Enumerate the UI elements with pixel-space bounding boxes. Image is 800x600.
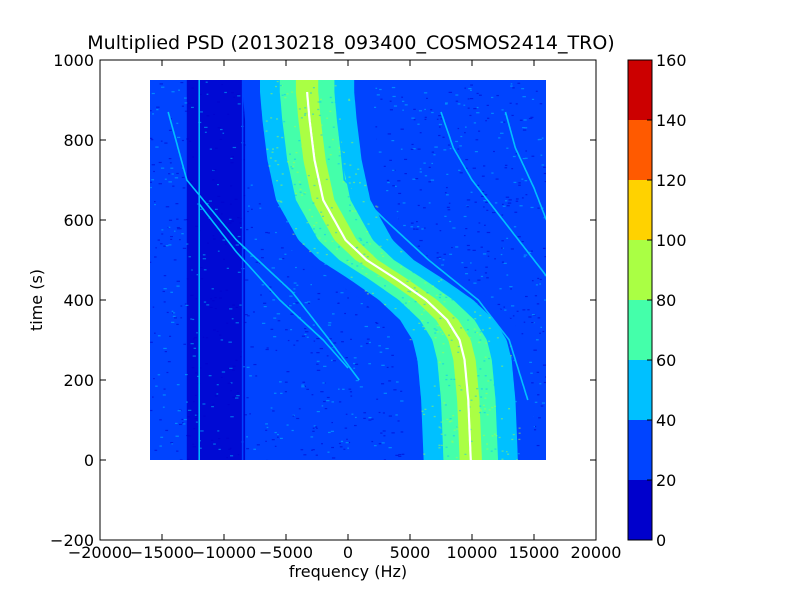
secondary-trace — [167, 111, 360, 381]
y-tick-label: 400 — [63, 291, 94, 310]
y-axis: −200 0 200 400 600 800 1000 — [50, 51, 596, 550]
colorbar-tick-label: 20 — [656, 471, 676, 490]
y-tick-label: 0 — [84, 451, 94, 470]
colorbar-tick-label: 120 — [656, 171, 687, 190]
colorbar-segment — [628, 420, 652, 480]
colorbar-segment — [628, 180, 652, 240]
heatmap-area — [150, 80, 546, 460]
colorbar-segment — [628, 360, 652, 420]
colorbar-tick-label: 40 — [656, 411, 676, 430]
x-tick-label: 15000 — [509, 543, 560, 562]
x-tick-label: 5000 — [390, 543, 431, 562]
secondary-trace — [198, 203, 349, 369]
colorbar-tick-label: 140 — [656, 111, 687, 130]
secondary-trace — [504, 111, 546, 221]
x-tick-label: −20000 — [68, 543, 132, 562]
main-band-level-3 — [295, 80, 482, 460]
y-axis-label: time (s) — [27, 269, 46, 331]
x-tick-label: −15000 — [130, 543, 194, 562]
y-tick-label: 200 — [63, 371, 94, 390]
colorbar-segment — [628, 60, 652, 120]
x-tick-label: 10000 — [447, 543, 498, 562]
colorbar-tick-label: 160 — [656, 51, 687, 70]
x-tick-label: 0 — [343, 543, 353, 562]
main-trace-ridge — [306, 91, 472, 460]
y-tick-label: 1000 — [53, 51, 94, 70]
x-axis-label: frequency (Hz) — [289, 562, 407, 581]
y-tick-label: −200 — [50, 531, 94, 550]
x-tick-label: −10000 — [192, 543, 256, 562]
colorbar-segment — [628, 240, 652, 300]
colorbar-tick-label: 100 — [656, 231, 687, 250]
y-tick-label: 600 — [63, 211, 94, 230]
colorbar-segment — [628, 480, 652, 540]
x-tick-label: −5000 — [259, 543, 313, 562]
colorbar-segment — [628, 120, 652, 180]
secondary-trace — [338, 131, 529, 401]
colorbar: 0 20 40 60 80 100 120 140 160 — [627, 51, 687, 550]
secondary-trace — [440, 111, 546, 277]
colorbar-tick-label: 60 — [656, 351, 676, 370]
x-tick-label: 20000 — [571, 543, 622, 562]
y-tick-label: 800 — [63, 131, 94, 150]
heatmap-dark-band — [186, 80, 246, 460]
colorbar-tick-label: 80 — [656, 291, 676, 310]
colorbar-segment — [628, 300, 652, 360]
x-axis: −20000−15000−10000 −5000 0 5000 10000 15000 20… — [68, 60, 622, 562]
colorbar-tick-label: 0 — [656, 531, 666, 550]
chart-title: Multiplied PSD (20130218_093400_COSMOS24… — [87, 32, 614, 54]
